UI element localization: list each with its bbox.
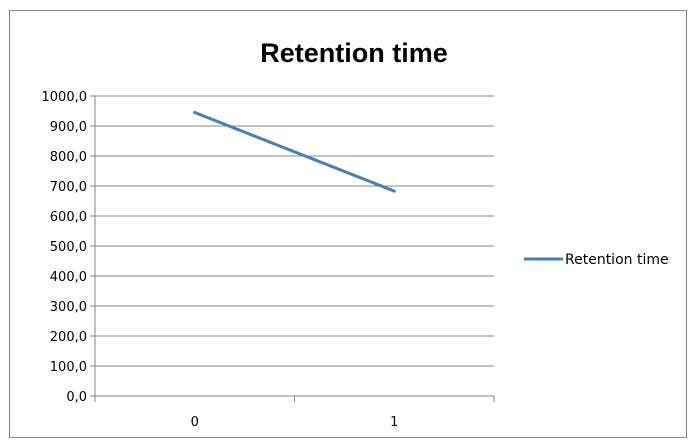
series-lines: [193, 111, 396, 193]
chart-frame: [9, 10, 687, 438]
y-tick-label: 800,0: [50, 150, 87, 165]
chart-title: Retention time: [260, 38, 448, 68]
data-point: [392, 189, 396, 193]
y-tick-label: 700,0: [50, 180, 87, 195]
data-point: [193, 111, 197, 114]
y-tick-label: 200,0: [50, 330, 87, 345]
legend-label: Retention time: [565, 252, 669, 268]
axes: [90, 95, 495, 402]
y-tick-label: 0,0: [66, 390, 87, 405]
y-tick-label: 900,0: [50, 120, 87, 135]
y-tick-label: 500,0: [50, 240, 87, 255]
x-tick-label: 1: [390, 415, 398, 430]
y-axis-tick-labels: 0,0 100,0 200,0 300,0 400,0 500,0 600,0 700,0 80…: [42, 90, 88, 405]
y-tick-label: 1000,0: [42, 90, 88, 105]
series-line: [193, 111, 396, 193]
y-tick-label: 300,0: [50, 300, 87, 315]
y-tick-label: 600,0: [50, 210, 87, 225]
legend: Retention time: [524, 252, 669, 268]
gridlines: [95, 95, 494, 367]
x-tick-label: 0: [191, 415, 199, 430]
y-tick-label: 100,0: [50, 360, 87, 375]
y-tick-label: 400,0: [50, 270, 87, 285]
